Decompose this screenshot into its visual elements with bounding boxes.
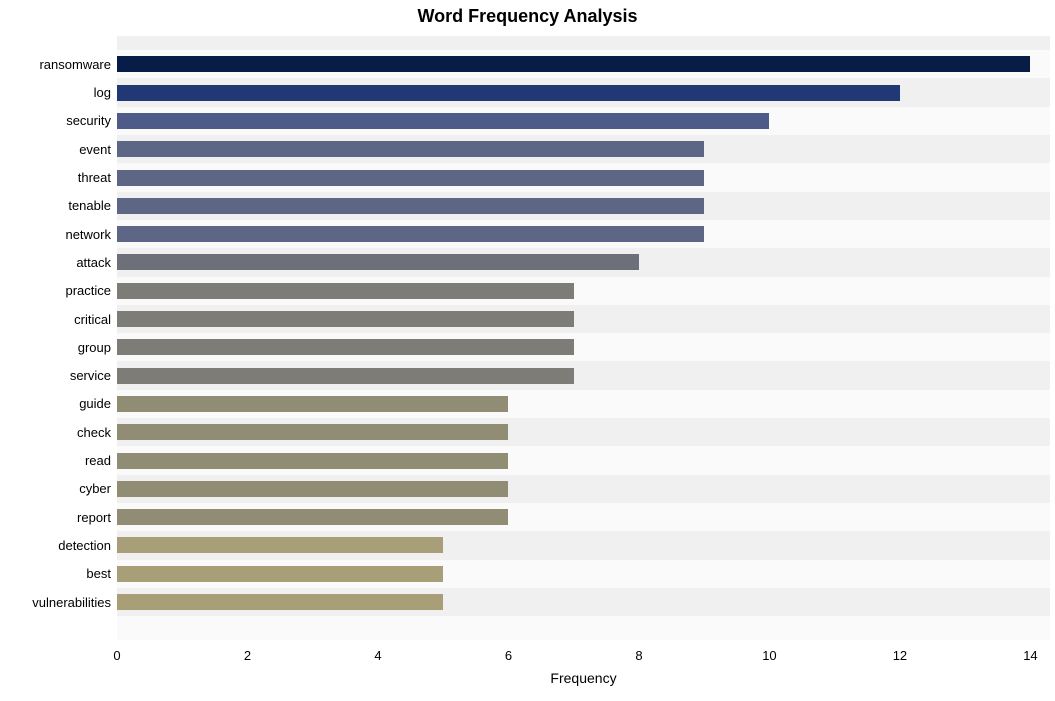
y-label-practice: practice xyxy=(65,283,111,298)
y-label-cyber: cyber xyxy=(79,481,111,496)
y-label-report: report xyxy=(77,510,111,525)
y-label-ransomware: ransomware xyxy=(39,57,111,72)
bar-security xyxy=(117,113,769,129)
bar-attack xyxy=(117,254,639,270)
bar-read xyxy=(117,453,508,469)
bar-critical xyxy=(117,311,574,327)
bar-log xyxy=(117,85,900,101)
y-label-network: network xyxy=(65,227,111,242)
y-label-security: security xyxy=(66,113,111,128)
plot-band xyxy=(117,616,1050,640)
y-label-service: service xyxy=(70,368,111,383)
x-tick-2: 2 xyxy=(244,648,251,663)
y-label-read: read xyxy=(85,453,111,468)
y-label-check: check xyxy=(77,425,111,440)
y-label-tenable: tenable xyxy=(68,198,111,213)
bar-network xyxy=(117,226,704,242)
x-tick-4: 4 xyxy=(374,648,381,663)
bar-service xyxy=(117,368,574,384)
bar-check xyxy=(117,424,508,440)
bar-ransomware xyxy=(117,56,1030,72)
x-tick-10: 10 xyxy=(762,648,776,663)
bar-cyber xyxy=(117,481,508,497)
y-label-vulnerabilities: vulnerabilities xyxy=(32,595,111,610)
chart-title: Word Frequency Analysis xyxy=(0,6,1055,27)
bar-report xyxy=(117,509,508,525)
y-label-threat: threat xyxy=(78,170,111,185)
y-label-detection: detection xyxy=(58,538,111,553)
bar-tenable xyxy=(117,198,704,214)
bar-group xyxy=(117,339,574,355)
bar-detection xyxy=(117,537,443,553)
bar-guide xyxy=(117,396,508,412)
y-label-guide: guide xyxy=(79,396,111,411)
bar-event xyxy=(117,141,704,157)
y-label-critical: critical xyxy=(74,312,111,327)
x-tick-6: 6 xyxy=(505,648,512,663)
y-label-attack: attack xyxy=(76,255,111,270)
y-label-event: event xyxy=(79,142,111,157)
x-tick-14: 14 xyxy=(1023,648,1037,663)
x-axis-label: Frequency xyxy=(117,670,1050,686)
y-label-log: log xyxy=(94,85,111,100)
x-tick-12: 12 xyxy=(893,648,907,663)
plot-area xyxy=(117,36,1050,640)
word-frequency-chart: Word Frequency Analysis Frequency ransom… xyxy=(0,0,1055,701)
bar-best xyxy=(117,566,443,582)
x-tick-8: 8 xyxy=(635,648,642,663)
bar-vulnerabilities xyxy=(117,594,443,610)
bar-practice xyxy=(117,283,574,299)
x-tick-0: 0 xyxy=(113,648,120,663)
plot-band xyxy=(117,36,1050,50)
y-label-best: best xyxy=(86,566,111,581)
bar-threat xyxy=(117,170,704,186)
y-label-group: group xyxy=(78,340,111,355)
